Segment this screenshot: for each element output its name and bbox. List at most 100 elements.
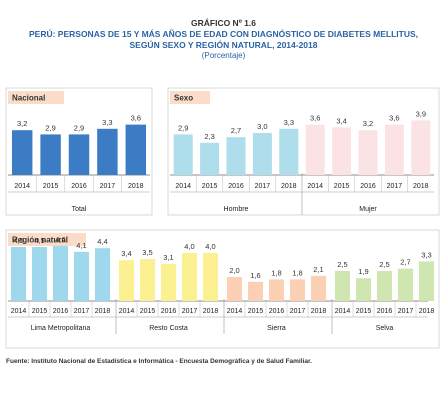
panel-2-value-label: 4,4: [97, 237, 107, 246]
panel-1-value-label: 3,2: [363, 119, 373, 128]
panel-1-value-label: 3,4: [336, 116, 346, 125]
panel-2-value-label: 1,9: [358, 267, 368, 276]
panel-2-value-label: 3,4: [121, 249, 131, 258]
panel-1-year-label: 2014: [175, 183, 191, 190]
panel-1-bar-1-1: [332, 127, 352, 175]
panel-2-value-label: 2,5: [379, 260, 389, 269]
panel-1-year-label: 2015: [202, 183, 218, 190]
panel-1-label-bg: [170, 91, 210, 104]
panel-2-bar-2-2: [268, 279, 285, 301]
panel-2-value-label: 4,1: [76, 241, 86, 250]
panel-1-bar-1-2: [358, 130, 378, 175]
panel-1-year-label: 2016: [228, 183, 244, 190]
panel-0-label-bg: [8, 91, 64, 104]
chart-title-line-1: PERÚ: PERSONAS DE 15 Y MÁS AÑOS DE EDAD …: [28, 29, 418, 39]
source-note: Fuente: Instituto Nacional de Estadístic…: [6, 358, 312, 365]
panel-1-value-label: 3,0: [257, 122, 267, 131]
panel-2-value-label: 2,0: [229, 266, 239, 275]
panel-2-bar-1-2: [160, 263, 177, 301]
panel-2-label: Región natural: [12, 236, 68, 245]
panel-1-group-name: Hombre: [224, 206, 249, 213]
panel-2-bar-3-2: [376, 271, 393, 301]
panel-2-label-bg: [8, 233, 86, 246]
panel-1-group-name: Mujer: [359, 206, 377, 213]
panel-2-value-label: 1,6: [250, 271, 260, 280]
panel-2-year-label: 2014: [227, 308, 243, 315]
panel-2-year-label: 2017: [290, 308, 306, 315]
panel-2-bar-0-2: [52, 245, 69, 301]
panel-0-group-name: Total: [72, 206, 87, 213]
panel-2-value-label: 4,6: [55, 235, 65, 244]
panel-2-value-label: 1,8: [292, 268, 302, 277]
panel-2-bar-3-3: [397, 268, 414, 301]
panel-2-year-label: 2018: [311, 308, 327, 315]
panel-2-value-label: 4,0: [184, 242, 194, 251]
panel-1-bar-1-0: [305, 124, 325, 175]
panel-1-bar-0-4: [279, 128, 299, 175]
panel-2-bar-1-1: [139, 259, 156, 301]
title-block: GRÁFICO Nº 1.6 PERÚ: PERSONAS DE 15 Y MÁ…: [0, 18, 447, 61]
panel-1-year-label: 2015: [334, 183, 350, 190]
panel-2-bar-0-4: [94, 248, 111, 301]
panel-2-bar-0-0: [10, 247, 27, 301]
panel-0-bar-0-4: [125, 124, 147, 175]
panel-2-year-label: 2015: [356, 308, 372, 315]
panel-0-bar-0-1: [40, 134, 61, 175]
panel-0-value-label: 3,6: [131, 114, 141, 123]
panel-2-year-label: 2017: [398, 308, 414, 315]
panel-0-value-label: 2,9: [74, 123, 84, 132]
panel-1-value-label: 3,3: [284, 118, 294, 127]
panel-1-year-label: 2016: [360, 183, 376, 190]
panel-1-bar-1-4: [411, 120, 431, 175]
panel-1-bar-0-1: [200, 142, 220, 175]
panel-1-year-label: 2018: [281, 183, 297, 190]
panel-0-bar-0-2: [68, 134, 90, 175]
panel-2-year-label: 2016: [53, 308, 69, 315]
panel-1-bar-1-3: [384, 124, 404, 175]
panel-2-value-label: 4,0: [205, 242, 215, 251]
panel-1-bar-0-0: [173, 134, 193, 175]
panel-2-year-label: 2014: [335, 308, 351, 315]
panel-2-value-label: 4,5: [13, 236, 23, 245]
panel-2-group-name: Sierra: [267, 325, 286, 332]
panel-2-group-name: Lima Metropolitana: [31, 325, 91, 332]
panel-2-value-label: 1,8: [271, 268, 281, 277]
panel-2-year-label: 2014: [119, 308, 135, 315]
panel-1-year-label: 2014: [307, 183, 323, 190]
panel-1-value-label: 2,7: [231, 126, 241, 135]
panel-0-year-label: 2014: [14, 183, 30, 190]
panel-2-year-label: 2015: [248, 308, 264, 315]
panel-1-value-label: 3,9: [416, 109, 426, 118]
panel-2-bar-0-3: [73, 251, 90, 301]
panel-2-bar-3-0: [334, 271, 351, 301]
panel-2-year-label: 2018: [203, 308, 219, 315]
panel-2-bar-1-3: [181, 253, 198, 301]
panel-0-value-label: 3,3: [102, 118, 112, 127]
panel-1-value-label: 3,6: [310, 114, 320, 123]
panel-0-bar-0-3: [97, 128, 118, 175]
panel-2-bar-1-4: [202, 253, 219, 301]
panel-1-year-label: 2017: [255, 183, 271, 190]
panel-2-year-label: 2018: [95, 308, 111, 315]
panel-2-year-label: 2015: [140, 308, 156, 315]
panel-2-year-label: 2014: [11, 308, 27, 315]
panel-0-year-label: 2018: [128, 183, 144, 190]
panel-2-year-label: 2016: [269, 308, 285, 315]
panel-1-year-label: 2018: [413, 183, 429, 190]
panel-2-value-label: 2,1: [313, 265, 323, 274]
panel-2-group-name: Resto Costa: [149, 325, 188, 332]
panel-2-value-label: 3,5: [142, 248, 152, 257]
panel-2-bar-2-1: [247, 281, 264, 301]
panel-0-label: Nacional: [12, 94, 45, 103]
panel-2-value-label: 2,5: [337, 260, 347, 269]
panel-2-value-label: 4,5: [34, 236, 44, 245]
panel-1-value-label: 2,9: [178, 123, 188, 132]
panel-0-value-label: 2,9: [45, 123, 55, 132]
panel-2-bar-2-0: [226, 277, 243, 301]
panel-2-bar-3-1: [355, 278, 372, 301]
panel-2-value-label: 3,3: [421, 250, 431, 259]
chart-title-line-2: SEGÚN SEXO Y REGIÓN NATURAL, 2014-2018: [129, 40, 318, 50]
panel-1-bar-0-2: [226, 137, 246, 175]
panel-2-year-label: 2017: [182, 308, 198, 315]
